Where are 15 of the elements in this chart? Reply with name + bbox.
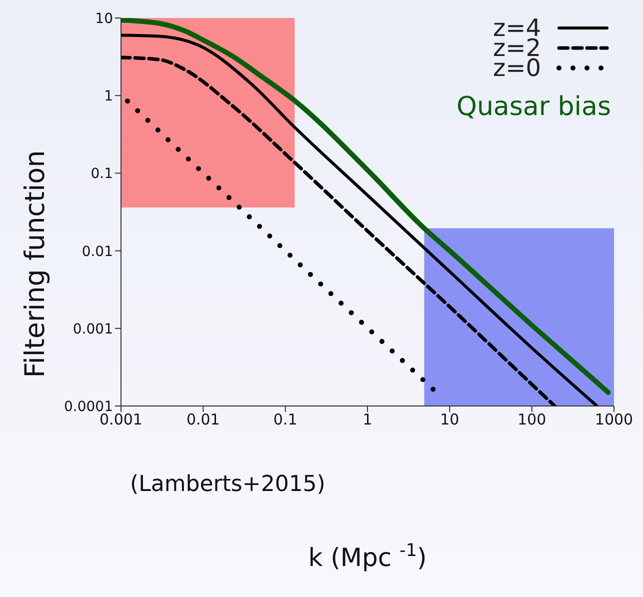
y-tick-label: 0.1 xyxy=(90,166,113,182)
x-tick-label: 1 xyxy=(362,410,372,429)
x-tick-label: 1000 xyxy=(594,410,634,429)
y-tick-label: 0.001 xyxy=(72,321,113,338)
y-axis-title: Filtering function xyxy=(20,150,51,378)
x-axis-title: k (Mpc $^{-1}$) xyxy=(308,541,427,572)
text: Quasar bias xyxy=(456,92,611,122)
x-tick-label: 0.01 xyxy=(186,410,220,429)
x-tick-label: 100 xyxy=(518,410,546,429)
x-tick-label: 10 xyxy=(440,410,460,429)
y-tick-label: 10 xyxy=(95,10,113,27)
x-tick-label: 0.1 xyxy=(273,410,298,429)
y-tick-label: 1 xyxy=(104,88,113,105)
text: (Lamberts+2015) xyxy=(130,472,326,497)
y-tick-label: 0.01 xyxy=(82,244,113,260)
